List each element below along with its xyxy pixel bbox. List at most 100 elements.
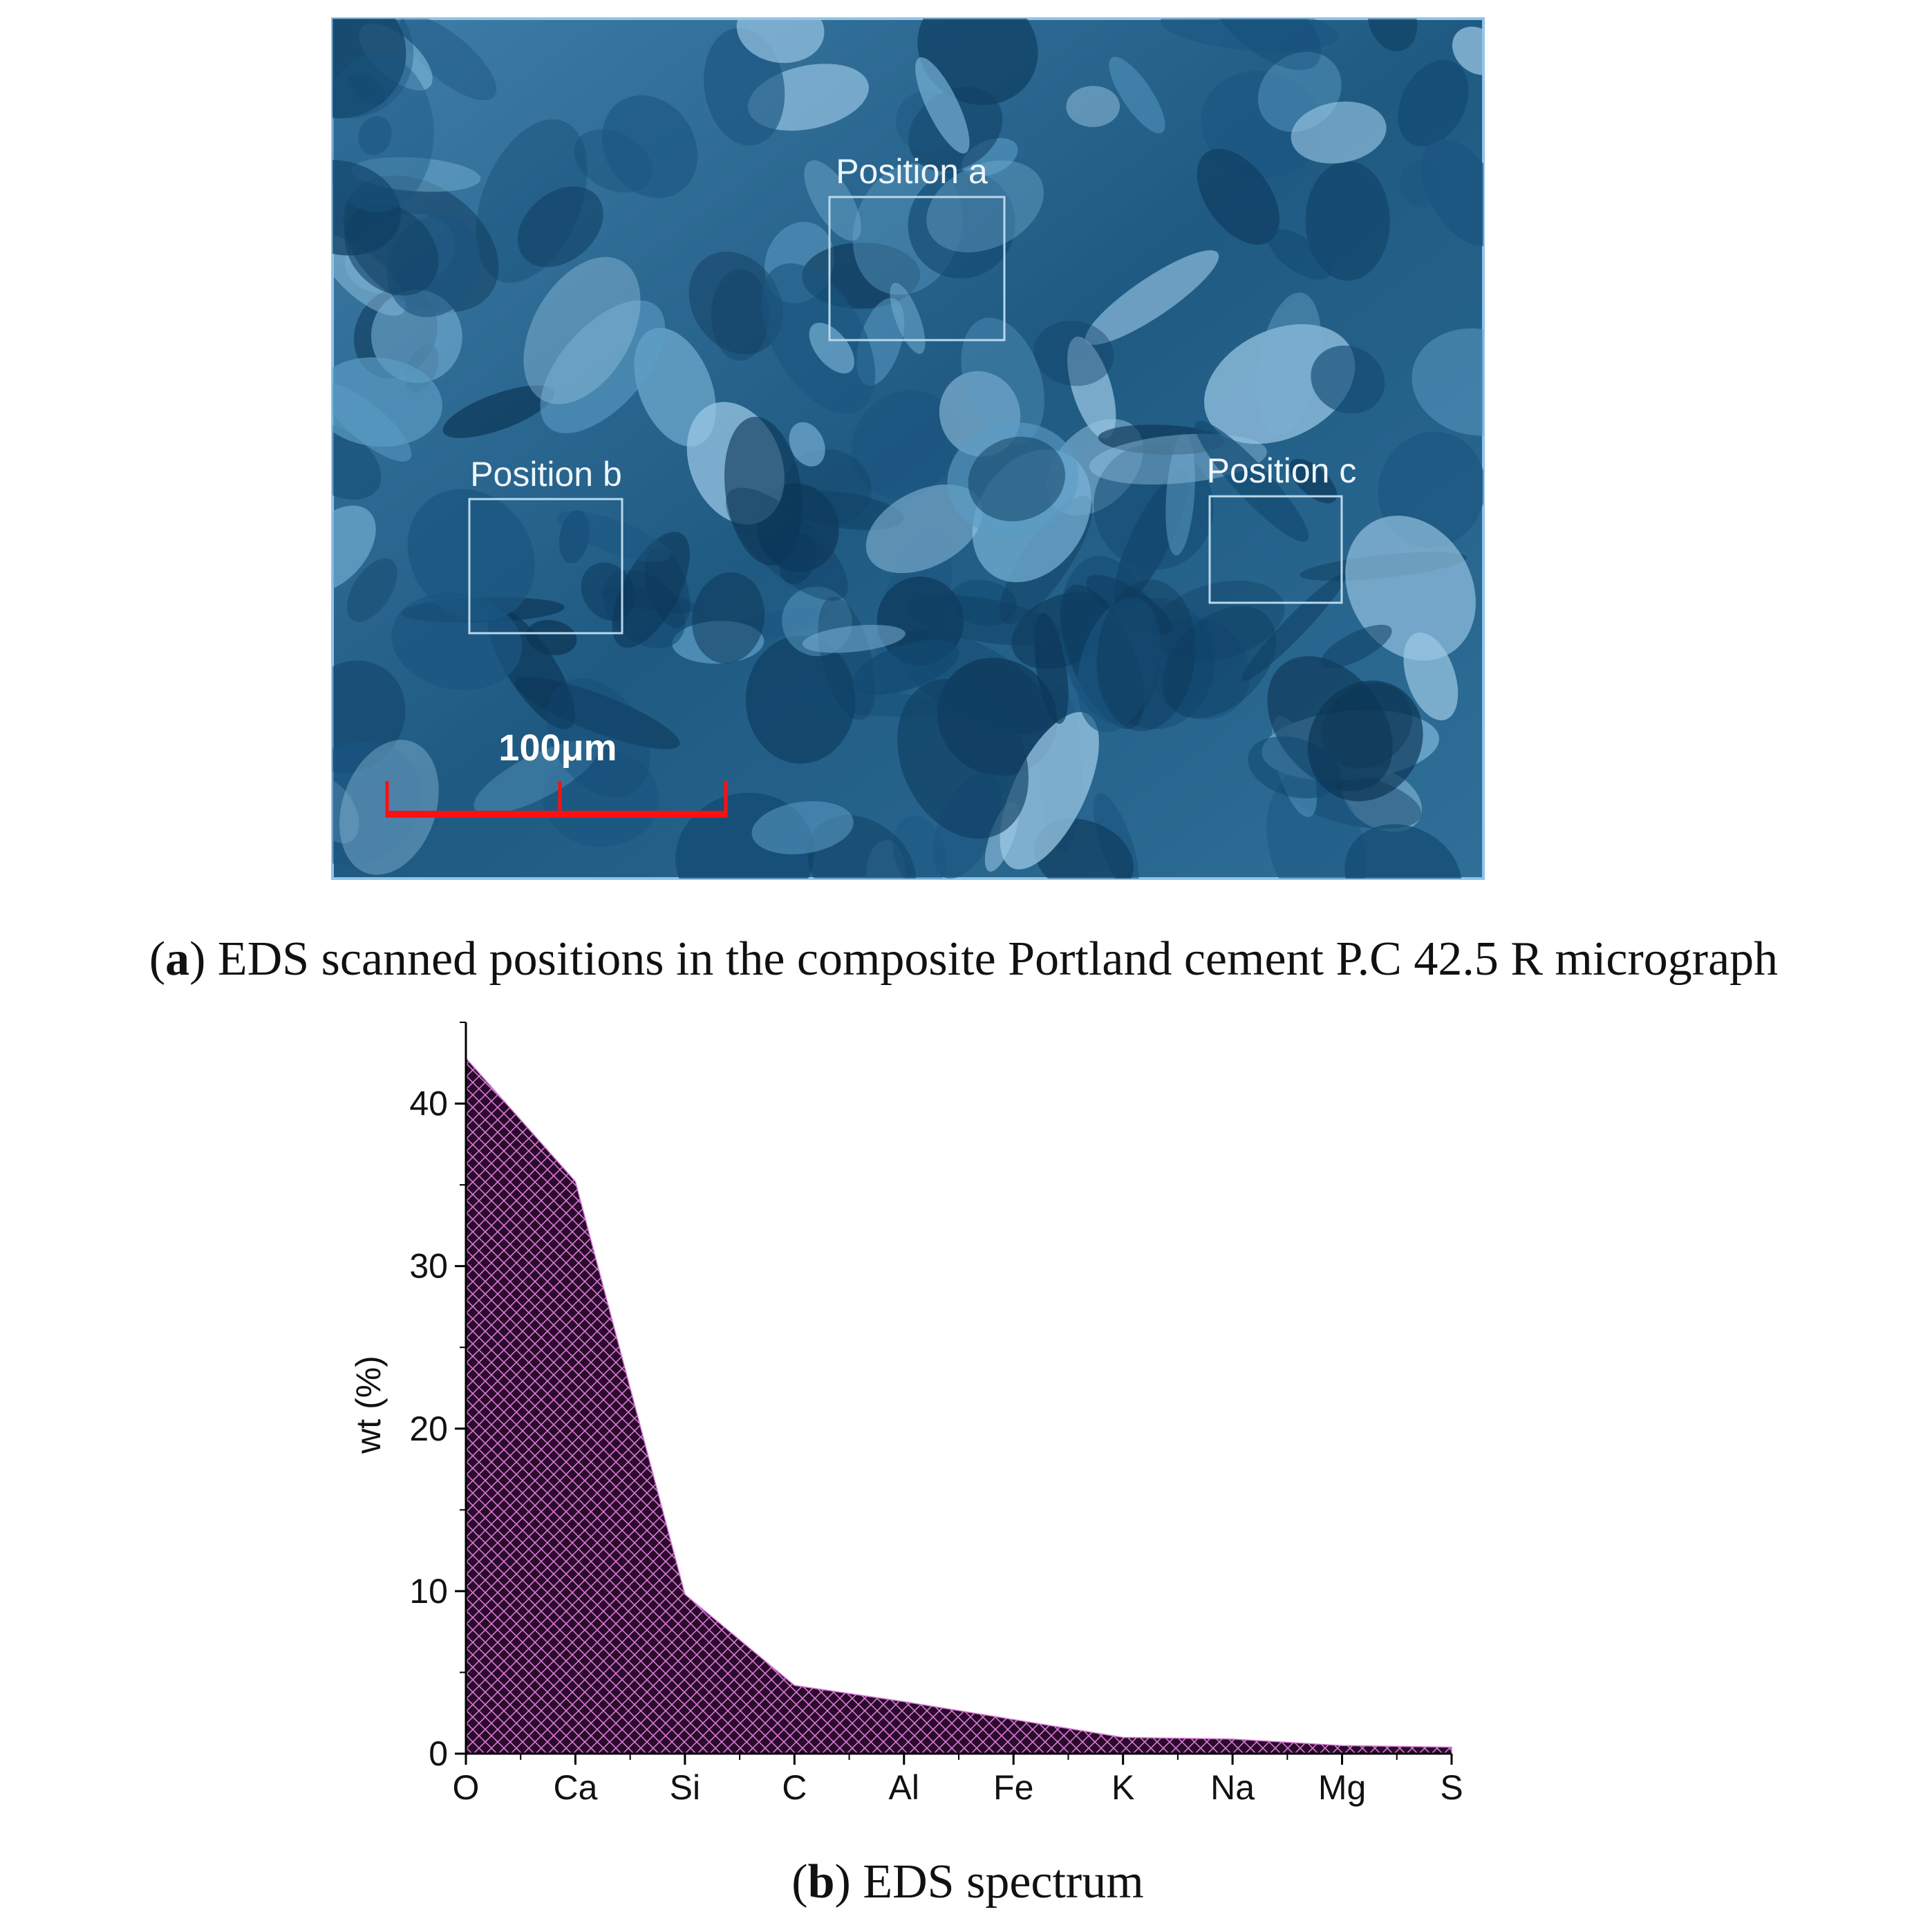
x-tick-label: S (1440, 1768, 1463, 1807)
x-tick-label: Si (670, 1768, 700, 1807)
position-box (1208, 495, 1343, 604)
texture-blob (926, 160, 1044, 253)
caption-open: ( (149, 932, 165, 986)
texture-blob (1151, 580, 1285, 662)
area (465, 1056, 1452, 1754)
texture-blob (1098, 424, 1226, 455)
texture-blob (358, 115, 392, 156)
texture-blob (1345, 516, 1476, 661)
caption-open: ( (791, 1855, 807, 1908)
texture-blob (344, 203, 439, 296)
x-tick-label: Na (1210, 1768, 1255, 1807)
texture-blob (915, 57, 970, 154)
texture-blob (1420, 139, 1483, 247)
texture-blob (523, 256, 641, 404)
texture-blob (332, 19, 414, 119)
texture-blob (745, 635, 856, 764)
texture-blob (851, 390, 958, 498)
y-tick-label: 10 (409, 1572, 448, 1611)
texture-blob (1311, 345, 1385, 414)
texture-blob (332, 505, 376, 593)
texture-blob (1241, 573, 1347, 682)
texture-blob (1307, 680, 1423, 802)
texture-blob (809, 322, 855, 374)
texture-blob (1266, 773, 1367, 879)
texture-blob (1452, 26, 1483, 75)
texture-blob (890, 282, 926, 354)
texture-blob (1257, 292, 1322, 435)
texture-blob (339, 740, 439, 875)
texture-blob (711, 269, 769, 361)
texture (332, 19, 1483, 879)
x-tick-label: Mg (1318, 1768, 1366, 1807)
texture-blob (473, 740, 599, 814)
texture-blob (1320, 624, 1392, 668)
caption: (a) EDS scanned positions in the composi… (149, 932, 1778, 986)
texture-blob (559, 510, 590, 564)
texture-blob (543, 749, 659, 847)
texture-blob (852, 639, 960, 695)
x-tick-label: O (453, 1768, 480, 1807)
position-box (468, 498, 623, 635)
texture-blob (1145, 616, 1250, 720)
texture-blob (1162, 606, 1276, 718)
texture-blob (1077, 597, 1161, 733)
texture-blob (1033, 321, 1114, 386)
texture-blob (644, 547, 691, 628)
chart: 0 10 20 30 40 O Ca Si C Al Fe K Na Mg Swt (%) (349, 1022, 1463, 1807)
texture-blob (802, 624, 906, 653)
texture-blob (1197, 149, 1279, 245)
texture-blob (1204, 324, 1356, 444)
texture-blob (332, 357, 442, 447)
caption-label: a (165, 932, 189, 986)
texture-blob (332, 742, 423, 865)
texture-blob (1367, 19, 1418, 52)
scale-bar (385, 781, 728, 818)
texture-blob (612, 532, 690, 648)
texture-blob (780, 490, 904, 530)
texture-blob (1398, 59, 1469, 147)
texture-blob (332, 19, 406, 119)
x-tick-label: C (782, 1768, 807, 1807)
texture-blob (917, 19, 1038, 105)
texture-blob (968, 436, 1066, 522)
texture-blob (1109, 57, 1165, 133)
texture-blob (688, 251, 783, 355)
texture-blob (789, 422, 825, 467)
y-tick-label: 0 (429, 1734, 448, 1773)
texture-blob (961, 317, 1044, 444)
texture-blob (442, 385, 554, 438)
texture-blob (1412, 328, 1483, 436)
y-tick-label: 20 (409, 1409, 448, 1448)
texture-blob (724, 417, 803, 566)
texture-blob (1206, 19, 1322, 71)
texture-blob (1194, 420, 1309, 542)
position-box (828, 196, 1006, 341)
texture-blob (751, 801, 854, 854)
texture-blob (1066, 86, 1120, 127)
y-tick-label: 40 (409, 1085, 448, 1123)
texture-blob (736, 19, 825, 64)
texture-blob (1344, 824, 1462, 879)
texture-blob (540, 300, 666, 433)
texture-blob (332, 54, 434, 213)
texture-blob (391, 592, 523, 691)
texture-blob (1085, 250, 1219, 345)
micrograph: Position a Position b Position c 100μm (331, 17, 1485, 880)
position-label: Position a (836, 152, 988, 191)
texture-blob (865, 484, 983, 574)
texture-blob (1067, 336, 1116, 439)
texture-blob (692, 572, 765, 664)
caption-text: ) EDS scanned positions in the composite… (189, 932, 1778, 986)
x-tick-label: Al (889, 1768, 919, 1807)
texture-blob (518, 186, 603, 268)
position-label: Position c (1207, 451, 1357, 490)
texture-blob (347, 558, 397, 622)
x-tick-label: K (1112, 1768, 1134, 1807)
y-axis-label: wt (%) (349, 1356, 388, 1454)
texture-blob (1160, 19, 1339, 52)
caption: (b) EDS spectrum (791, 1855, 1143, 1908)
x-tick-label: Fe (993, 1768, 1033, 1807)
texture-blob (1000, 712, 1099, 870)
y-tick-label: 30 (409, 1247, 448, 1286)
